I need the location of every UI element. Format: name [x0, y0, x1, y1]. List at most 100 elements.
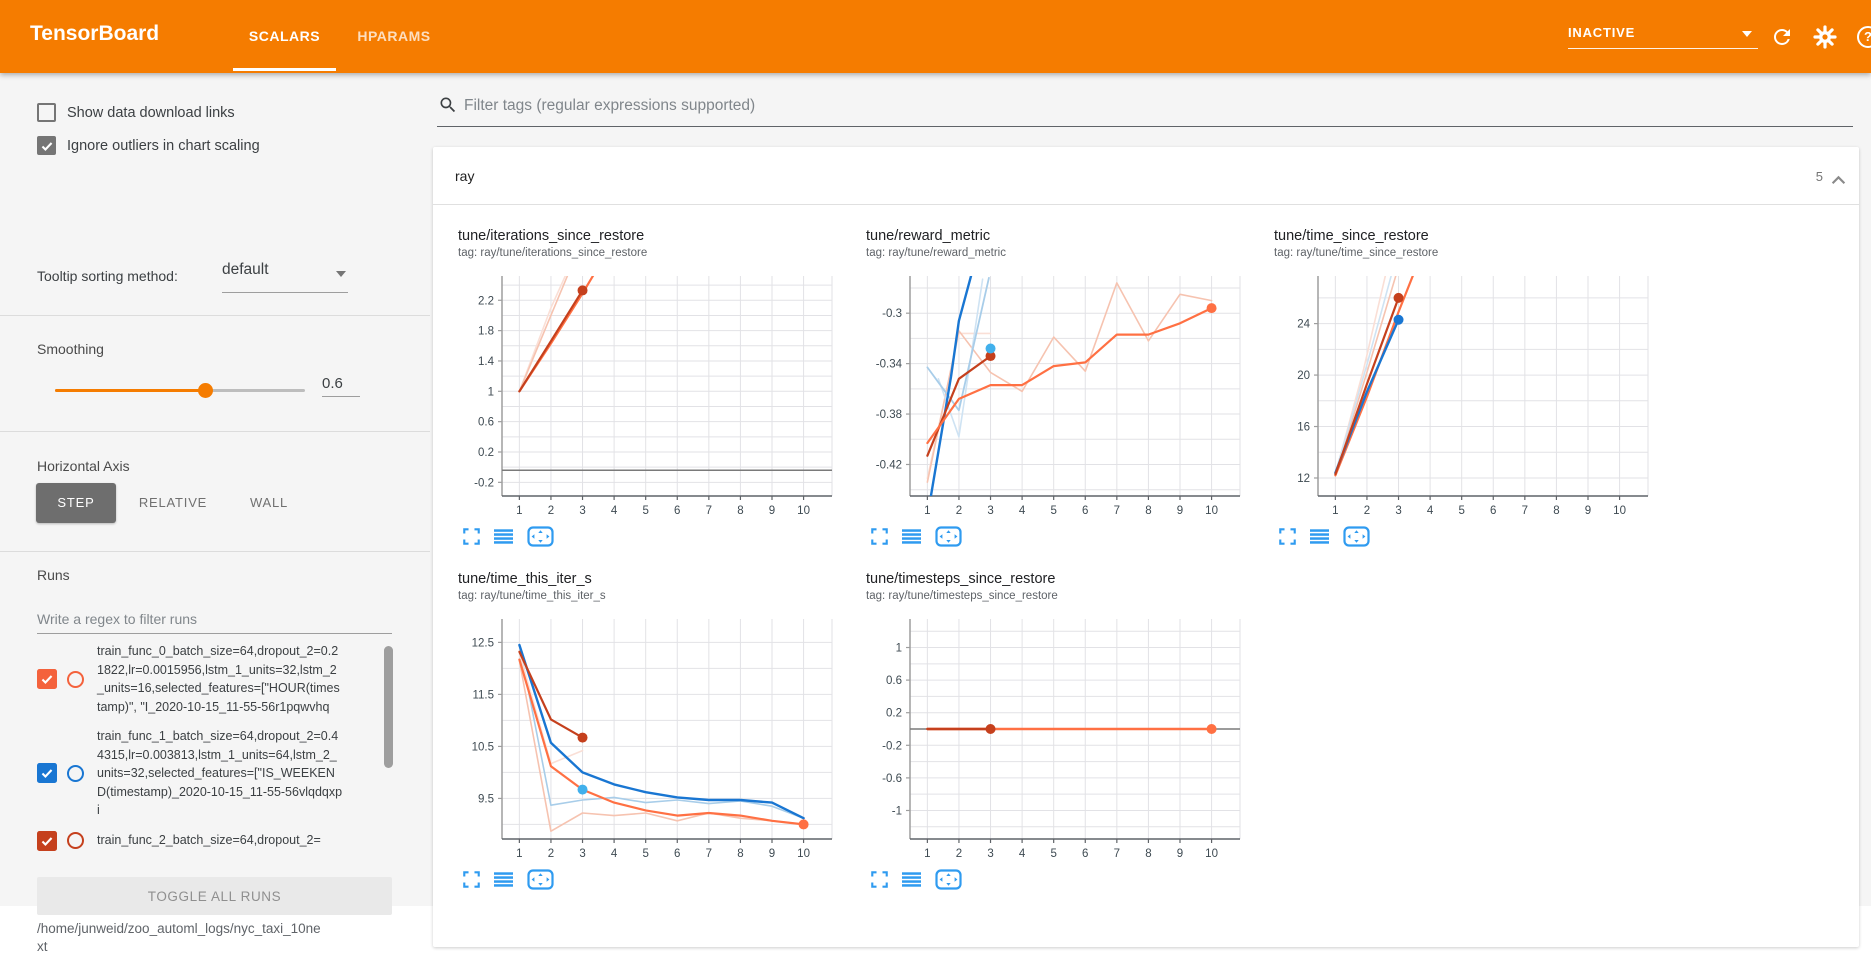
series-run1-smoothed	[518, 643, 805, 820]
filter-tags-input[interactable]	[464, 91, 1844, 121]
chart-plot[interactable]: -0.42 -0.38 -0.34 -0.3 1 2 3 4 5 6 7 8 9 10	[853, 273, 1243, 521]
sidebar: Show data download links Ignore outliers…	[0, 73, 430, 954]
checkbox-show-data-download-links[interactable]: Show data download links	[37, 103, 235, 122]
app-title: TensorBoard	[30, 22, 160, 45]
axis-button-step[interactable]: STEP	[36, 483, 116, 523]
chart-actions	[463, 525, 853, 547]
runs-label: Runs	[37, 567, 70, 583]
run-list-item[interactable]: train_func_2_batch_size=64,dropout_2=	[37, 830, 352, 851]
svg-text:7: 7	[706, 505, 712, 517]
svg-text:12: 12	[1297, 473, 1310, 485]
horizontal-axis-label: Horizontal Axis	[37, 458, 130, 474]
svg-text:5: 5	[1050, 505, 1056, 517]
smoothing-slider-fill	[55, 389, 205, 392]
runs-scrollbar[interactable]	[384, 646, 393, 768]
ray-section-card: ray 5 tune/iterations_since_restore tag: …	[433, 147, 1859, 947]
run-checkbox[interactable]	[37, 669, 57, 689]
chart-card: tune/time_since_restore tag: ray/tune/tim…	[1261, 228, 1669, 571]
chart-plot[interactable]: -0.2 0.2 0.6 1 1.4 1.8 2.2 1 2 3 4 5 6 7 8 9 10	[445, 273, 835, 521]
smoothing-label: Smoothing	[37, 341, 104, 357]
help-icon[interactable]: ?	[1857, 26, 1871, 48]
run-list-item[interactable]: train_func_1_batch_size=64,dropout_2=0.4…	[37, 727, 352, 820]
svg-text:0.2: 0.2	[886, 708, 902, 720]
data-download-icon[interactable]	[902, 871, 921, 887]
svg-text:2: 2	[548, 505, 554, 517]
data-point-marker	[985, 351, 996, 362]
svg-text:2: 2	[548, 848, 554, 860]
svg-text:2: 2	[956, 505, 962, 517]
series-run0-smoothed	[926, 306, 1213, 445]
fullscreen-icon[interactable]	[871, 527, 888, 545]
fullscreen-icon[interactable]	[1279, 527, 1296, 545]
fullscreen-icon[interactable]	[463, 527, 480, 545]
tab-scalars[interactable]: SCALARS	[248, 28, 321, 44]
chart-tag: tag: ray/tune/reward_metric	[866, 247, 1006, 259]
chart-title: tune/timesteps_since_restore	[866, 571, 1056, 587]
filter-input-underline	[437, 126, 1853, 127]
fit-domain-icon[interactable]	[527, 525, 554, 547]
tooltip-sorting-dropdown[interactable]: default	[222, 261, 348, 293]
status-dropdown[interactable]: INACTIVE	[1568, 22, 1758, 49]
svg-text:5: 5	[642, 505, 648, 517]
svg-text:2: 2	[956, 848, 962, 860]
fit-domain-icon[interactable]	[935, 525, 962, 547]
svg-text:0.6: 0.6	[478, 417, 494, 429]
checkbox-label: Show data download links	[67, 104, 235, 121]
data-point-marker	[1206, 303, 1217, 314]
data-download-icon[interactable]	[1310, 528, 1329, 544]
svg-text:8: 8	[737, 848, 743, 860]
fullscreen-icon[interactable]	[871, 870, 888, 888]
svg-text:1.4: 1.4	[478, 356, 495, 368]
svg-text:8: 8	[737, 505, 743, 517]
fit-domain-icon[interactable]	[527, 868, 554, 890]
chart-actions	[463, 868, 853, 890]
charts-grid: tune/iterations_since_restore tag: ray/tu…	[445, 228, 1669, 914]
data-point-marker	[577, 784, 588, 795]
svg-text:10.5: 10.5	[472, 741, 494, 753]
run-checkbox[interactable]	[37, 763, 57, 784]
smoothing-slider[interactable]	[55, 383, 305, 398]
data-download-icon[interactable]	[494, 871, 513, 887]
run-solo-radio[interactable]	[67, 764, 84, 782]
app-header: TensorBoard SCALARS HPARAMS INACTIVE ?	[0, 0, 1871, 73]
run-solo-radio[interactable]	[67, 832, 84, 849]
axis-button-relative[interactable]: RELATIVE	[138, 495, 208, 510]
svg-text:9: 9	[1177, 505, 1183, 517]
svg-text:10: 10	[1613, 505, 1626, 517]
svg-text:-0.38: -0.38	[876, 409, 902, 421]
smoothing-slider-thumb[interactable]	[198, 383, 213, 398]
series-run2-smoothed	[518, 650, 584, 739]
section-header[interactable]: ray 5	[433, 147, 1859, 205]
toggle-all-runs-button[interactable]: TOGGLE ALL RUNS	[37, 877, 392, 915]
svg-text:4: 4	[611, 848, 618, 860]
settings-gear-icon[interactable]	[1813, 25, 1837, 54]
svg-text:-1: -1	[892, 805, 902, 817]
refresh-icon[interactable]	[1770, 25, 1794, 54]
svg-text:5: 5	[1050, 848, 1056, 860]
divider	[0, 431, 430, 432]
axis-button-wall[interactable]: WALL	[249, 495, 289, 510]
data-download-icon[interactable]	[902, 528, 921, 544]
svg-text:6: 6	[674, 505, 680, 517]
runs-filter-input[interactable]	[37, 605, 392, 634]
data-download-icon[interactable]	[494, 528, 513, 544]
fit-domain-icon[interactable]	[935, 868, 962, 890]
smoothing-value-input[interactable]: 0.6	[322, 375, 360, 397]
run-checkbox[interactable]	[37, 830, 57, 851]
section-chart-count: 5	[1815, 169, 1823, 184]
log-directory-path: /home/junweid/zoo_automl_logs/nyc_taxi_1…	[37, 921, 321, 954]
chart-plot[interactable]: -1 -0.6 -0.2 0.2 0.6 1 1 2 3 4 5 6 7 8 9 10	[853, 616, 1243, 864]
run-list-item[interactable]: train_func_0_batch_size=64,dropout_2=0.2…	[37, 642, 352, 716]
fullscreen-icon[interactable]	[463, 870, 480, 888]
fit-domain-icon[interactable]	[1343, 525, 1370, 547]
svg-text:-0.2: -0.2	[474, 477, 494, 489]
svg-text:1: 1	[924, 848, 930, 860]
checkbox-ignore-outliers[interactable]: Ignore outliers in chart scaling	[37, 136, 260, 155]
chart-plot[interactable]: 9.5 10.5 11.5 12.5 1 2 3 4 5 6 7 8 9 10	[445, 616, 835, 864]
tab-hparams[interactable]: HPARAMS	[357, 28, 431, 44]
svg-text:9: 9	[1177, 848, 1183, 860]
svg-text:7: 7	[1522, 505, 1528, 517]
run-solo-radio[interactable]	[67, 670, 84, 688]
collapse-section-icon[interactable]	[1831, 172, 1846, 190]
